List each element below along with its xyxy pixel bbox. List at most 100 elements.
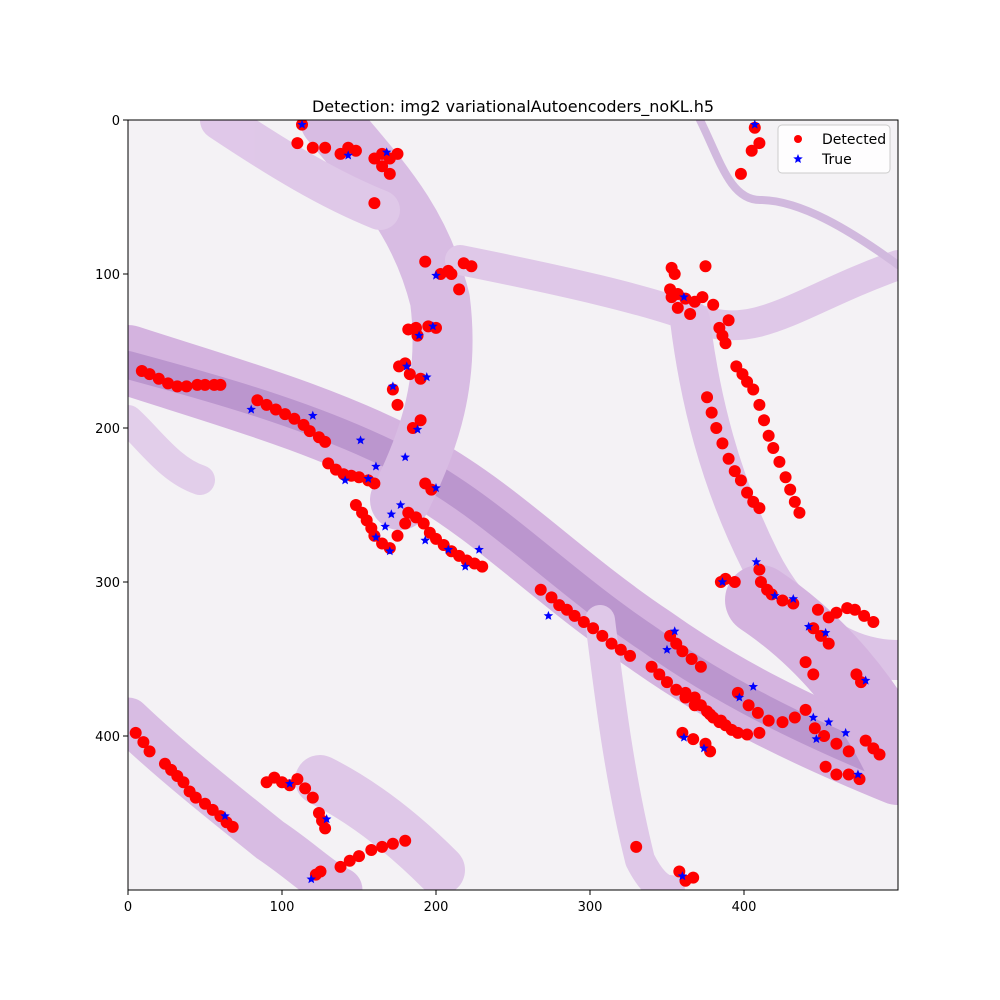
detected-point	[799, 703, 812, 716]
detected-point	[476, 560, 489, 573]
detected-point	[624, 649, 637, 662]
true-point	[306, 874, 317, 884]
detected-point	[419, 255, 432, 268]
detected-point	[670, 683, 683, 696]
chart-title: Detection: img2 variationalAutoencoders_…	[312, 97, 714, 117]
true-point	[770, 590, 780, 600]
detected-point	[704, 708, 717, 721]
true-point	[428, 321, 438, 331]
detected-point	[734, 167, 747, 180]
detected-point	[776, 716, 789, 729]
detected-point	[753, 398, 766, 411]
detected-point	[214, 378, 227, 391]
detected-point	[722, 314, 735, 327]
detected-point	[793, 506, 806, 519]
detected-point	[684, 308, 697, 321]
detected-point	[614, 643, 627, 656]
detected-point	[679, 691, 692, 704]
detected-point	[742, 699, 755, 712]
detected-point	[334, 860, 347, 873]
true-point	[414, 330, 424, 340]
detected-point	[830, 737, 843, 750]
true-point	[412, 424, 423, 434]
true-point	[388, 381, 398, 391]
true-point	[860, 675, 871, 685]
detected-point	[189, 791, 202, 804]
detected-point	[545, 591, 558, 604]
true-point	[717, 577, 728, 587]
detected-point	[303, 425, 316, 438]
detected-point	[376, 160, 389, 173]
detected-point	[399, 517, 412, 530]
tissue-strand	[725, 565, 898, 795]
detected-point	[830, 768, 843, 781]
x-axis: 0 100 200 300 400	[124, 890, 756, 915]
detected-point	[376, 840, 389, 853]
true-point	[380, 521, 390, 531]
detected-point	[319, 435, 332, 448]
detected-point	[848, 603, 861, 616]
detected-point	[694, 660, 707, 673]
detected-point	[661, 676, 673, 689]
axes-frame	[127, 119, 899, 891]
true-point	[853, 769, 863, 779]
detected-point	[645, 660, 658, 673]
detected-point	[858, 609, 871, 622]
detected-point	[137, 736, 150, 749]
x-tick-label: 300	[578, 900, 603, 915]
detected-point	[587, 622, 600, 635]
detected-point	[819, 760, 832, 773]
detected-point	[699, 260, 712, 273]
detected-point	[758, 414, 771, 427]
true-point	[431, 270, 441, 280]
detected-point	[343, 854, 356, 867]
y-tick-label: 0	[112, 114, 120, 129]
true-point	[751, 556, 762, 567]
detected-point	[830, 606, 843, 619]
true-point	[543, 610, 554, 620]
detected-point	[353, 850, 365, 863]
true-point	[750, 120, 760, 129]
true-point	[385, 546, 395, 556]
true-point	[284, 778, 295, 788]
detected-point	[368, 197, 381, 210]
y-tick-label: 100	[95, 268, 120, 283]
detected-point	[251, 394, 264, 407]
points-layer	[129, 120, 886, 887]
detected-point	[291, 773, 304, 786]
detected-point	[753, 563, 766, 576]
true-point	[431, 483, 441, 493]
detected-point	[596, 629, 609, 642]
detected-point	[753, 726, 766, 739]
true-point	[474, 544, 484, 554]
true-point	[400, 452, 410, 462]
detected-point	[269, 403, 282, 416]
detected-point	[822, 637, 835, 650]
detected-point	[665, 291, 678, 304]
detected-point	[671, 301, 684, 314]
x-tick-label: 0	[124, 900, 132, 915]
true-point	[308, 410, 318, 420]
true-point	[401, 361, 412, 371]
detected-point	[714, 714, 727, 727]
true-point	[788, 593, 799, 603]
detected-point	[745, 144, 758, 157]
detected-point	[707, 298, 720, 311]
detected-point	[226, 820, 239, 833]
detected-point	[842, 745, 855, 758]
detected-point	[762, 714, 775, 727]
true-point	[395, 500, 406, 510]
detected-point	[353, 471, 365, 484]
detected-point	[867, 616, 880, 629]
detected-point	[808, 722, 821, 735]
x-tick-label: 200	[424, 900, 449, 915]
detected-point	[704, 745, 717, 758]
detected-point	[368, 477, 381, 490]
detected-point	[162, 377, 175, 390]
detected-point	[784, 483, 797, 496]
detected-point	[171, 380, 184, 393]
true-point	[699, 743, 709, 753]
detected-point	[731, 726, 744, 739]
detected-point	[306, 141, 319, 154]
true-point	[679, 292, 689, 302]
